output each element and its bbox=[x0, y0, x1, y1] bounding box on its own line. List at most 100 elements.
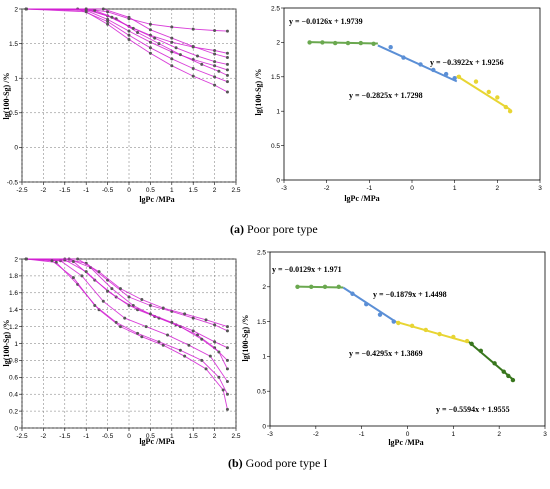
x-tick-label: 0 bbox=[127, 187, 131, 194]
x-tick-label: -3 bbox=[267, 431, 273, 438]
x-tick-label: 2 bbox=[213, 433, 217, 440]
data-point bbox=[221, 388, 225, 392]
x-tick-label: -1.5 bbox=[59, 187, 71, 194]
caption-b: (b) Good pore type I bbox=[228, 456, 327, 471]
data-point bbox=[501, 369, 506, 374]
x-tick-label: 3 bbox=[538, 185, 542, 192]
data-point bbox=[191, 74, 195, 78]
data-point bbox=[170, 50, 174, 54]
fit-line-3 bbox=[456, 75, 511, 111]
data-point bbox=[401, 55, 406, 60]
data-point bbox=[191, 329, 195, 333]
y-tick-label: 1 bbox=[262, 354, 266, 361]
data-point bbox=[371, 41, 376, 46]
y-tick-label: -0.5 bbox=[7, 179, 19, 186]
data-point bbox=[225, 367, 229, 371]
x-tick-label: -2.5 bbox=[16, 433, 28, 440]
data-point bbox=[507, 109, 513, 114]
data-point bbox=[131, 26, 135, 30]
y-axis-title: lg(100-Sg) /% bbox=[254, 69, 263, 116]
series-line-5 bbox=[26, 8, 228, 93]
data-point bbox=[456, 74, 462, 80]
data-point bbox=[225, 68, 229, 72]
data-point bbox=[213, 75, 217, 79]
y-tick-label: 2 bbox=[262, 284, 266, 291]
data-point bbox=[200, 358, 204, 362]
data-point bbox=[437, 331, 442, 337]
data-point bbox=[148, 28, 152, 32]
fit-equation-4: y = −0.5594x + 1.9555 bbox=[436, 405, 510, 414]
x-tick-label: 2.5 bbox=[231, 187, 240, 194]
chart-b-right: -3 -2 -1 0 1 2 3 0 0.5 1 1.5 2 2.5 lgPc /MPa lg(100-Sg… bbox=[241, 249, 547, 447]
y-tick-label: 1.2 bbox=[9, 324, 18, 331]
x-tick-label: 0 bbox=[127, 433, 131, 440]
data-point bbox=[486, 89, 491, 95]
data-point bbox=[110, 287, 114, 291]
data-point bbox=[71, 276, 75, 280]
data-point bbox=[191, 27, 195, 31]
data-point bbox=[225, 407, 229, 411]
y-tick-label: 1 bbox=[276, 109, 280, 116]
fit-line-1 bbox=[297, 285, 344, 289]
y-tick-label: 1.5 bbox=[257, 319, 266, 326]
data-point bbox=[127, 303, 131, 307]
data-point bbox=[144, 325, 148, 329]
x-tick-label: -2.5 bbox=[16, 187, 28, 194]
fit-line-4 bbox=[466, 339, 514, 381]
data-point bbox=[148, 46, 152, 50]
data-point bbox=[118, 287, 122, 291]
x-tick-label: 2 bbox=[497, 431, 501, 438]
data-point bbox=[320, 40, 325, 45]
x-tick-label: 1 bbox=[453, 185, 457, 192]
x-tick-label: -0.5 bbox=[102, 187, 114, 194]
fit-line-2 bbox=[377, 44, 458, 83]
data-point bbox=[170, 64, 174, 68]
data-point bbox=[106, 17, 110, 21]
x-tick-label: 2.5 bbox=[231, 433, 240, 440]
chart-a-right: -3 -2 -1 0 1 2 3 0 0.5 1 1.5 2 2.5 lgPc /MPa lg(100-Sg… bbox=[254, 5, 542, 203]
data-point bbox=[473, 79, 479, 84]
data-point bbox=[225, 380, 229, 384]
fit-equation-2: y = −0.2825x + 1.7298 bbox=[349, 91, 423, 100]
caption-a: (a) Poor pore type bbox=[230, 222, 318, 237]
data-point bbox=[80, 274, 84, 278]
data-point bbox=[178, 53, 182, 57]
data-point bbox=[451, 334, 456, 340]
y-axis-title: lg(100-Sg) /% bbox=[2, 320, 11, 367]
data-point bbox=[195, 54, 199, 58]
data-point bbox=[204, 367, 208, 371]
y-tick-label: 0.4 bbox=[9, 392, 18, 399]
series-line-5 bbox=[26, 258, 228, 349]
data-point bbox=[213, 28, 217, 32]
x-tick-label: -2 bbox=[41, 433, 47, 440]
data-point bbox=[84, 8, 88, 12]
y-tick-label: 0.2 bbox=[9, 408, 18, 415]
data-point bbox=[76, 257, 80, 261]
x-tick-label: 0 bbox=[410, 185, 414, 192]
data-point bbox=[213, 60, 217, 64]
data-point bbox=[225, 325, 229, 329]
data-point bbox=[213, 49, 217, 53]
data-point bbox=[170, 57, 174, 61]
data-point bbox=[161, 306, 165, 310]
x-tick-label: 1.5 bbox=[189, 433, 198, 440]
fit-equation-3: y = −0.3922x + 1.9256 bbox=[430, 58, 504, 67]
x-tick-label: 1.5 bbox=[189, 187, 198, 194]
data-point bbox=[213, 340, 217, 344]
data-point bbox=[50, 259, 54, 263]
x-tick-label: -2 bbox=[313, 431, 319, 438]
y-tick-label: 2.5 bbox=[257, 249, 266, 256]
data-point bbox=[464, 338, 470, 344]
data-point bbox=[148, 303, 152, 307]
data-point bbox=[443, 71, 449, 77]
data-point bbox=[157, 340, 161, 344]
caption-b-text: Good pore type I bbox=[242, 456, 328, 470]
x-tick-label: -1 bbox=[83, 187, 89, 194]
data-point bbox=[503, 104, 509, 110]
y-tick-label: 1.5 bbox=[9, 41, 18, 48]
data-point bbox=[148, 22, 152, 26]
y-tick-label: 0.5 bbox=[271, 143, 280, 150]
data-point bbox=[452, 75, 457, 81]
data-point bbox=[178, 348, 182, 352]
